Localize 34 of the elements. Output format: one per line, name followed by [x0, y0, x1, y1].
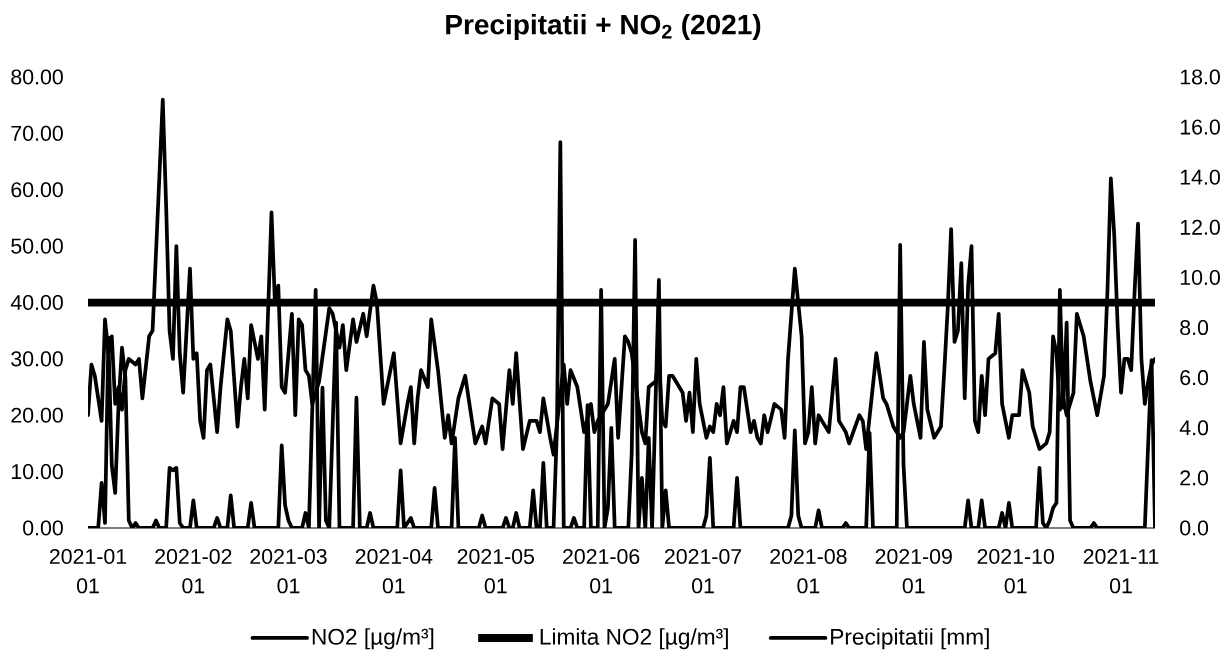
- x-tick-label: 2021-09 01: [875, 548, 952, 594]
- x-tick-label: 2021-08 01: [770, 548, 847, 594]
- x-tick-label: 2021-03 01: [250, 548, 327, 594]
- x-tick-label: 2021-02 01: [155, 548, 232, 594]
- x-tick-label: 2021-10 01: [977, 548, 1054, 594]
- y-tick-label: 20.00: [11, 407, 63, 423]
- legend-label: NO2 [µg/m³]: [312, 628, 434, 650]
- y2-tick-label: 16.0: [1180, 119, 1220, 135]
- y-tick-label: 10.00: [11, 464, 63, 480]
- y2-tick-label: 14.0: [1180, 169, 1220, 185]
- y2-tick-label: 8.0: [1180, 320, 1209, 336]
- legend-label: Limita NO2 [µg/m³]: [540, 628, 728, 650]
- y-tick-label: 40.00: [10, 294, 63, 311]
- y2-tick-label: 0.0: [1180, 520, 1209, 536]
- x-tick-label: 2021-04 01: [355, 548, 433, 594]
- y-tick-label: 30.00: [11, 351, 63, 367]
- y2-tick-label: 12.0: [1180, 219, 1220, 235]
- x-tick-label: 2021-11 01: [1083, 548, 1159, 594]
- y2-tick-label: 2.0: [1180, 470, 1209, 486]
- y2-tick-label: 4.0: [1179, 420, 1209, 436]
- x-tick-label: 2021-05 01: [457, 548, 534, 594]
- y-tick-label: 70.00: [11, 125, 63, 141]
- y2-tick-label: 10.0: [1180, 269, 1220, 285]
- x-tick-label: 2021-06 01: [563, 548, 640, 594]
- y2-tick-label: 6.0: [1180, 370, 1209, 386]
- legend-label: Precipitatii [mm]: [831, 628, 989, 650]
- x-tick-label: 2021-07 01: [664, 548, 742, 594]
- y-tick-label: 0.00: [23, 520, 63, 536]
- y-tick-label: 50.00: [11, 238, 63, 254]
- x-tick-label: 2021-01 01: [49, 548, 127, 594]
- chart-title: Precipitatii + NO$_{2}$ (2021): [446, 13, 761, 41]
- y-tick-label: 80.00: [11, 69, 63, 85]
- y-tick-label: 60.00: [11, 182, 63, 198]
- y2-tick-label: 18.0: [1180, 69, 1220, 85]
